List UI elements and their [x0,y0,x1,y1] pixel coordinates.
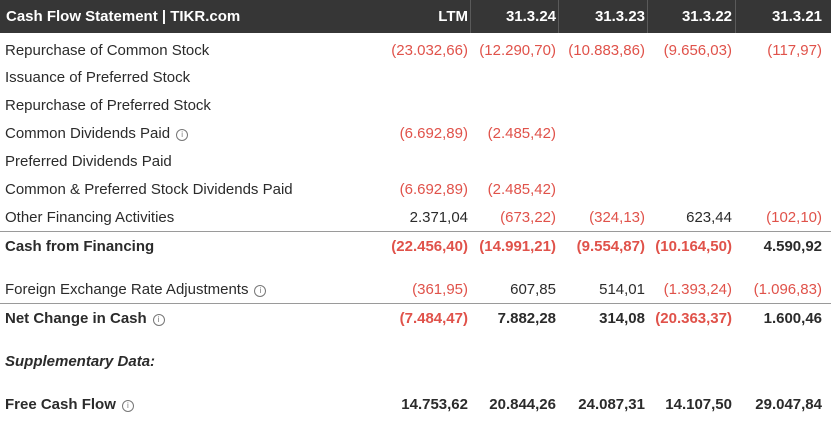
cell-2022: (1.393,24) [663,280,732,298]
spacer [0,332,831,347]
row-label: Repurchase of Common Stock [5,41,210,59]
table-row: Issuance of Preferred Stock [0,63,831,91]
cell-2024: 7.882,28 [497,309,556,327]
table-row-total: Cash from Financing (22.456,40) (14.991,… [0,231,831,260]
spacer [0,260,831,275]
row-label: Preferred Dividends Paid [5,152,172,170]
cell-ltm: (6.692,89) [399,180,468,198]
table-header: Cash Flow Statement | TIKR.com LTM 31.3.… [0,0,831,33]
cell-2023: (324,13) [589,208,645,226]
cell-2021: 4.590,92 [763,237,822,255]
cell-2021: 29.047,84 [755,395,822,413]
cell-2024: 20.844,26 [489,395,556,413]
table-row: Preferred Dividends Paid [0,147,831,175]
row-label: Free Cash Flow i [0,396,385,413]
row-label: Supplementary Data: [5,352,156,370]
row-label: Repurchase of Preferred Stock [5,96,211,114]
table-row: Foreign Exchange Rate Adjustments i (361,… [0,275,831,303]
table-row: Common Dividends Paid i (6.692,89) (2.485… [0,119,831,147]
cell-2023: 314,08 [599,309,645,327]
column-header-2022[interactable]: 31.3.22 [647,0,735,33]
row-label: Common & Preferred Stock Dividends Paid [5,180,293,198]
cell-2022: 623,44 [686,208,732,226]
cell-2024: (2.485,42) [487,180,556,198]
cell-2023: 514,01 [599,280,645,298]
section-heading: Supplementary Data: [0,347,831,375]
table-row: Repurchase of Preferred Stock [0,91,831,119]
table-title: Cash Flow Statement | TIKR.com [6,8,241,25]
row-label: Common Dividends Paid i [0,125,385,142]
info-circle-icon[interactable]: i [176,128,189,141]
table-row: Common & Preferred Stock Dividends Paid … [0,175,831,203]
cell-2021: 1.600,46 [763,309,822,327]
info-circle-icon[interactable]: i [254,284,267,297]
cell-2024: (673,22) [500,208,556,226]
column-header-2023[interactable]: 31.3.23 [558,0,647,33]
row-label: Cash from Financing [5,237,155,255]
cell-2021: (102,10) [766,208,822,226]
column-header-2021[interactable]: 31.3.21 [735,0,831,33]
info-circle-icon[interactable]: i [121,399,134,412]
cell-ltm: 2.371,04 [409,208,468,226]
cell-2022: (9.656,03) [663,41,732,59]
cell-2024: (14.991,21) [479,237,556,255]
cell-2022: 14.107,50 [665,395,732,413]
cell-ltm: (361,95) [412,280,468,298]
table-row: Other Financing Activities 2.371,04 (673… [0,203,831,231]
row-label: Other Financing Activities [5,208,175,226]
cell-2023: 24.087,31 [578,395,645,413]
column-header-2024[interactable]: 31.3.24 [470,0,558,33]
row-label: Foreign Exchange Rate Adjustments i [0,281,385,298]
cell-2023: (10.883,86) [568,41,645,59]
cell-ltm: (7.484,47) [399,309,468,327]
column-header-ltm[interactable]: LTM [438,8,468,25]
table-row-total: Net Change in Cash i (7.484,47) 7.882,28 … [0,303,831,332]
row-label: Net Change in Cash i [0,310,385,327]
cell-2021: (1.096,83) [753,280,822,298]
cell-2024: (2.485,42) [487,124,556,142]
cell-2022: (10.164,50) [655,237,732,255]
cell-2023: (9.554,87) [576,237,645,255]
cell-ltm: (23.032,66) [391,41,468,59]
cell-2021: (117,97) [767,41,822,59]
cell-ltm: 14.753,62 [401,395,468,413]
cell-2024: (12.290,70) [479,41,556,59]
spacer [0,375,831,390]
row-label: Issuance of Preferred Stock [5,68,191,86]
cell-2024: 607,85 [510,280,556,298]
cell-ltm: (6.692,89) [399,124,468,142]
info-circle-icon[interactable]: i [152,313,165,326]
table-row: Free Cash Flow i 14.753,62 20.844,26 24.0… [0,390,831,418]
cell-ltm: (22.456,40) [391,237,468,255]
table-row: Repurchase of Common Stock (23.032,66) (… [0,37,831,63]
cell-2022: (20.363,37) [655,309,732,327]
